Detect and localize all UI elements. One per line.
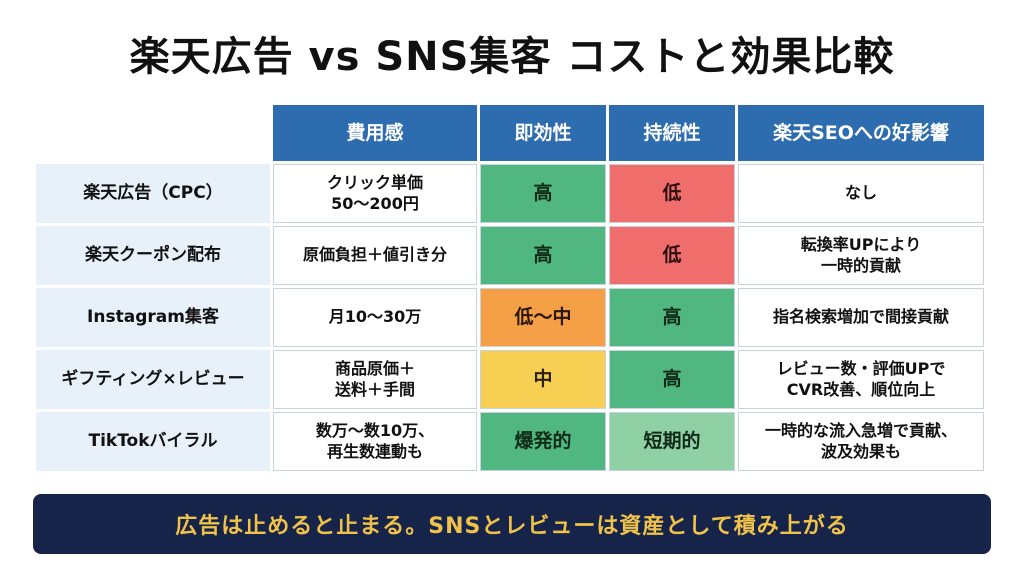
cost-cell: 商品原価＋ 送料＋手間 xyxy=(273,350,477,409)
table-row: ギフティング×レビュー 商品原価＋ 送料＋手間 中 高 レビュー数・評価UPで … xyxy=(36,350,984,409)
immediacy-cell: 低〜中 xyxy=(480,288,606,347)
sustainability-cell: 低 xyxy=(609,164,735,223)
immediacy-cell: 高 xyxy=(480,164,606,223)
cost-cell: 月10〜30万 xyxy=(273,288,477,347)
column-header-immediacy: 即効性 xyxy=(480,105,606,161)
row-label: 楽天広告（CPC） xyxy=(36,164,270,223)
cost-cell: クリック単価 50〜200円 xyxy=(273,164,477,223)
column-header-cost: 費用感 xyxy=(273,105,477,161)
seo-impact-cell: 一時的な流入急増で貢献、 波及効果も xyxy=(738,412,984,471)
sustainability-cell: 低 xyxy=(609,226,735,285)
seo-impact-cell: なし xyxy=(738,164,984,223)
table-header-row: 費用感 即効性 持続性 楽天SEOへの好影響 xyxy=(36,105,984,161)
table-corner xyxy=(36,105,270,161)
row-label: 楽天クーポン配布 xyxy=(36,226,270,285)
sustainability-cell: 短期的 xyxy=(609,412,735,471)
comparison-table: 費用感 即効性 持続性 楽天SEOへの好影響 楽天広告（CPC） クリック単価 … xyxy=(33,102,987,474)
sustainability-cell: 高 xyxy=(609,288,735,347)
seo-impact-cell: 指名検索増加で間接貢献 xyxy=(738,288,984,347)
cost-cell: 数万〜数10万、 再生数連動も xyxy=(273,412,477,471)
row-label: TikTokバイラル xyxy=(36,412,270,471)
table-row: Instagram集客 月10〜30万 低〜中 高 指名検索増加で間接貢献 xyxy=(36,288,984,347)
table-row: 楽天クーポン配布 原価負担＋値引き分 高 低 転換率UPにより 一時的貢献 xyxy=(36,226,984,285)
row-label: ギフティング×レビュー xyxy=(36,350,270,409)
table-row: TikTokバイラル 数万〜数10万、 再生数連動も 爆発的 短期的 一時的な流… xyxy=(36,412,984,471)
column-header-sustainability: 持続性 xyxy=(609,105,735,161)
immediacy-cell: 高 xyxy=(480,226,606,285)
cost-cell: 原価負担＋値引き分 xyxy=(273,226,477,285)
table-row: 楽天広告（CPC） クリック単価 50〜200円 高 低 なし xyxy=(36,164,984,223)
row-label: Instagram集客 xyxy=(36,288,270,347)
seo-impact-cell: レビュー数・評価UPで CVR改善、順位向上 xyxy=(738,350,984,409)
sustainability-cell: 高 xyxy=(609,350,735,409)
summary-banner: 広告は止めると止まる。SNSとレビューは資産として積み上がる xyxy=(33,494,991,554)
immediacy-cell: 中 xyxy=(480,350,606,409)
column-header-seo-impact: 楽天SEOへの好影響 xyxy=(738,105,984,161)
summary-banner-text: 広告は止めると止まる。SNSとレビューは資産として積み上がる xyxy=(175,514,849,539)
page-title: 楽天広告 vs SNS集客 コストと効果比較 xyxy=(129,34,895,80)
immediacy-cell: 爆発的 xyxy=(480,412,606,471)
seo-impact-cell: 転換率UPにより 一時的貢献 xyxy=(738,226,984,285)
